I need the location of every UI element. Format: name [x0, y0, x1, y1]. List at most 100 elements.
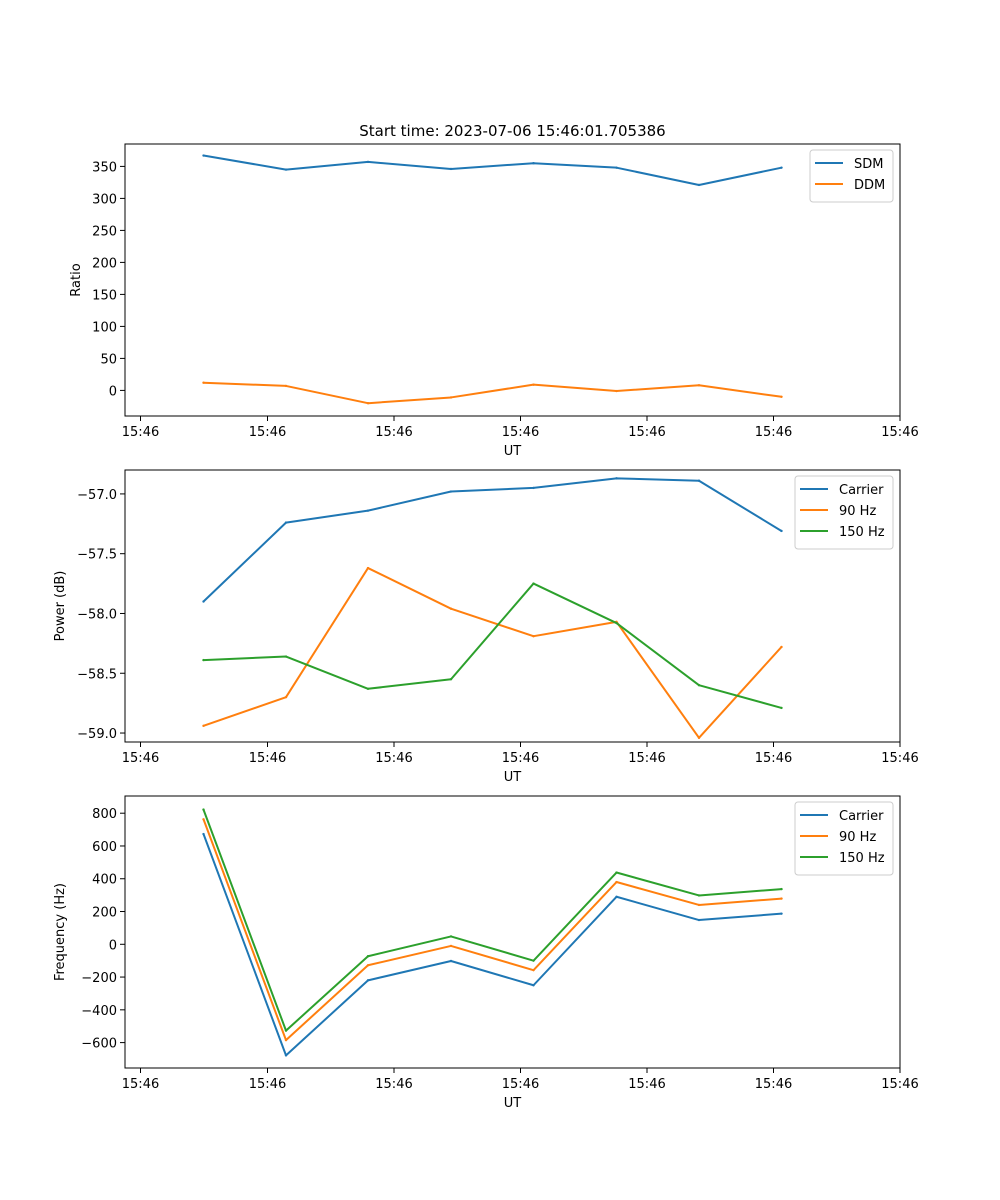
legend-label: Carrier [839, 809, 884, 824]
data-point [532, 383, 535, 386]
data-point [202, 658, 205, 662]
y-tick-label: −58.5 [77, 667, 117, 682]
panel-3: 15:46 15:46 15:46 15:46 15:46 15:46 15:46 UT −60… [53, 795, 919, 1111]
data-point [780, 395, 783, 398]
data-point [780, 645, 783, 649]
y-tick-label: 0 [109, 938, 117, 953]
x-tick-label: 15:46 [249, 425, 286, 440]
data-point [532, 968, 535, 972]
data-point [202, 600, 205, 603]
legend-label: SDM [854, 157, 883, 172]
data-point [366, 979, 370, 982]
axes-frame [124, 469, 901, 743]
data-point [449, 607, 453, 610]
data-point [780, 166, 783, 169]
x-tick-label: 15:46 [122, 751, 159, 766]
x-tick-label: 15:46 [881, 1077, 918, 1092]
series-line-sdm [203, 154, 782, 186]
data-point [284, 1054, 288, 1057]
legend: Carrier 90 Hz 150 Hz [794, 801, 894, 876]
data-point [697, 918, 701, 922]
data-point [202, 808, 205, 811]
y-tick-label: 600 [92, 840, 117, 855]
axes-frame [124, 795, 901, 1069]
x-tick-label: 15:46 [628, 425, 665, 440]
y-tick-label: 400 [92, 873, 117, 888]
y-tick-label: 250 [92, 224, 117, 239]
data-point [366, 402, 370, 405]
data-point [449, 678, 453, 681]
x-tick-label: 15:46 [502, 1077, 539, 1092]
y-tick-label: −200 [81, 971, 117, 986]
panel-1: 15:46 15:46 15:46 15:46 15:46 15:46 15:46 UT 0 50… [69, 143, 919, 459]
series-line-90-hz [202, 818, 782, 1042]
y-tick-label: −58.0 [77, 607, 117, 622]
x-tick-label: 15:46 [249, 1077, 286, 1092]
x-tick-label: 15:46 [375, 751, 412, 766]
y-axis-label: Ratio [69, 263, 84, 296]
x-tick-label: 15:46 [755, 1077, 792, 1092]
x-tick-label: 15:46 [502, 751, 539, 766]
y-tick-label: 0 [109, 384, 117, 399]
data-point [780, 887, 783, 891]
data-point [697, 903, 701, 907]
legend: SDM DDM [809, 149, 894, 203]
data-point [366, 160, 370, 164]
data-point [697, 479, 701, 482]
chart-title: Start time: 2023-07-06 15:46:01.705386 [359, 122, 665, 140]
legend-label: 150 Hz [839, 525, 885, 540]
y-tick-label: 150 [92, 288, 117, 303]
x-tick-label: 15:46 [122, 425, 159, 440]
data-point [202, 154, 205, 157]
x-tick-label: 15:46 [755, 751, 792, 766]
series-line-ddm [203, 381, 782, 405]
data-point [366, 509, 370, 512]
data-point [615, 621, 618, 625]
axes-frame [124, 143, 901, 417]
y-tick-label: 200 [92, 906, 117, 921]
data-point [615, 895, 618, 898]
data-point [532, 634, 535, 638]
data-point [284, 1038, 288, 1042]
x-tick-label: 15:46 [755, 425, 792, 440]
y-axis-label: Frequency (Hz) [53, 883, 68, 981]
data-point [697, 684, 701, 687]
y-tick-label: 50 [100, 352, 117, 367]
data-point [532, 582, 535, 585]
data-point [449, 944, 453, 948]
data-point [202, 724, 205, 728]
data-point [449, 490, 453, 493]
series-line-150-hz [203, 582, 782, 709]
data-point [449, 167, 453, 171]
y-axis-label: Power (dB) [53, 571, 68, 642]
y-tick-label: −600 [81, 1037, 117, 1052]
legend-label: DDM [854, 178, 885, 193]
data-point [366, 566, 370, 570]
data-point [780, 897, 783, 900]
series-line-carrier [202, 833, 782, 1057]
data-point [532, 162, 535, 165]
data-point [202, 832, 205, 836]
y-tick-label: −59.0 [77, 727, 117, 742]
x-tick-label: 15:46 [628, 1077, 665, 1092]
data-point [284, 695, 288, 699]
series-line-carrier [202, 477, 783, 603]
y-tick-label: −57.0 [77, 488, 117, 503]
panel-2: 15:46 15:46 15:46 15:46 15:46 15:46 15:46 UT −59… [53, 469, 919, 785]
data-point [697, 183, 701, 187]
data-point [202, 381, 205, 384]
series-line-150-hz [202, 809, 782, 1032]
data-point [366, 687, 370, 690]
data-point [615, 871, 618, 874]
series-line-90-hz [203, 567, 783, 739]
data-point [284, 521, 288, 524]
data-point [615, 880, 618, 884]
x-tick-label: 15:46 [122, 1077, 159, 1092]
x-tick-label: 15:46 [881, 425, 918, 440]
data-point [780, 529, 783, 533]
y-tick-label: −57.5 [77, 548, 117, 563]
data-point [615, 166, 618, 169]
legend-label: 150 Hz [839, 851, 885, 866]
data-point [532, 984, 535, 987]
